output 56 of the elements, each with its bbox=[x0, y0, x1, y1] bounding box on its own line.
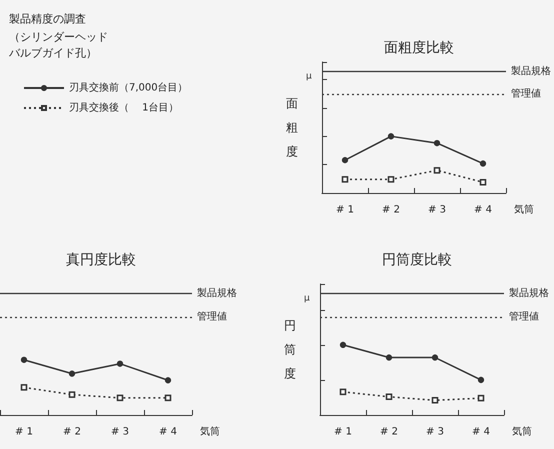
y-axis-title: 面粗度 bbox=[286, 96, 298, 158]
x-axis-title: 気筒 bbox=[512, 426, 532, 438]
point bbox=[386, 354, 392, 361]
x-tick-label: # 2 bbox=[380, 426, 398, 438]
text: 製品精度の調査 bbox=[9, 12, 86, 26]
legend-label: 刃具交換後（ 1台目） bbox=[69, 102, 179, 114]
x-tick-label: # 4 bbox=[474, 204, 492, 216]
point bbox=[480, 160, 486, 167]
point bbox=[432, 354, 438, 361]
point bbox=[20, 384, 28, 391]
point bbox=[432, 397, 438, 404]
point bbox=[164, 394, 172, 402]
x-tick-label: # 4 bbox=[472, 426, 490, 438]
point bbox=[340, 342, 346, 348]
y-axis-title: 円筒度 bbox=[284, 318, 296, 380]
ref-line-label: 製品規格 bbox=[509, 287, 549, 300]
point bbox=[480, 178, 486, 186]
point bbox=[388, 133, 394, 140]
x-tick-label: # 1 bbox=[334, 426, 352, 438]
x-tick-label: # 4 bbox=[159, 426, 177, 438]
point bbox=[68, 391, 76, 398]
x-tick-label: # 1 bbox=[15, 426, 33, 438]
ref-line-label: 製品規格 bbox=[197, 287, 237, 300]
x-tick-label: # 1 bbox=[336, 204, 354, 216]
point bbox=[342, 176, 348, 183]
point bbox=[116, 360, 124, 367]
ref-line-label: 製品規格 bbox=[511, 65, 551, 78]
x-axis-title: 気筒 bbox=[514, 204, 534, 216]
text: μ bbox=[306, 72, 312, 82]
text: （シリンダーヘッドバルブガイド孔） bbox=[8, 30, 108, 60]
x-tick-label: # 3 bbox=[426, 426, 444, 438]
ref-line-label: 管理値 bbox=[509, 310, 539, 322]
point bbox=[386, 394, 392, 400]
point bbox=[388, 176, 394, 183]
x-tick-label: # 3 bbox=[111, 426, 129, 438]
legend-label: 刃具交換前（7,000台目） bbox=[69, 82, 188, 94]
point bbox=[434, 167, 440, 174]
chart-title: 真円度比較 bbox=[66, 252, 136, 268]
x-tick-label: # 3 bbox=[428, 204, 446, 216]
point bbox=[342, 157, 348, 164]
point bbox=[20, 356, 28, 363]
chart-title: 円筒度比較 bbox=[382, 252, 452, 268]
x-tick-label: # 2 bbox=[382, 204, 400, 216]
point bbox=[478, 376, 484, 384]
point bbox=[478, 394, 484, 402]
x-tick-label: # 2 bbox=[63, 426, 81, 438]
x-axis-title: 気筒 bbox=[200, 426, 220, 438]
ref-line-label: 管理値 bbox=[197, 310, 227, 322]
point bbox=[164, 377, 172, 384]
point bbox=[68, 370, 76, 377]
text: μ bbox=[304, 294, 310, 304]
point bbox=[340, 388, 346, 396]
ref-line-label: 管理値 bbox=[511, 87, 541, 100]
chart-title: 面粗度比較 bbox=[384, 40, 454, 56]
point bbox=[434, 140, 440, 146]
point bbox=[116, 394, 124, 402]
